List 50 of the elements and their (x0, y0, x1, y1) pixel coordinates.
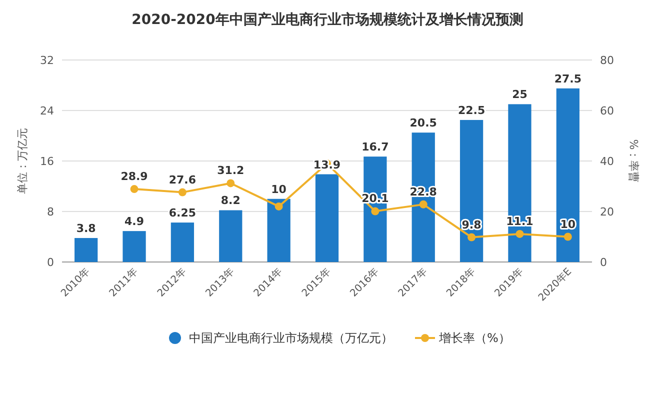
point (516, 230, 524, 238)
point (130, 185, 138, 194)
point (371, 207, 380, 216)
point (226, 179, 235, 188)
y-tick-label: 16 (40, 155, 54, 168)
bar (364, 156, 387, 262)
bar (170, 222, 194, 262)
bar (315, 174, 339, 262)
bar (219, 210, 242, 262)
y-axis-title: 单位：万亿元 (16, 128, 29, 194)
legend-label: 增长率（%） (438, 331, 510, 345)
point (419, 200, 428, 208)
point (178, 188, 186, 196)
y2-tick-label: 0 (600, 256, 607, 269)
data-label: 25 (512, 88, 528, 102)
y2-tick-label: 80 (600, 54, 614, 67)
data-label: 27.5 (554, 72, 582, 86)
data-label: 20.5 (410, 116, 437, 130)
bar (122, 231, 146, 262)
bar (412, 132, 435, 262)
data-label: 22.5 (458, 104, 486, 117)
y2-tick-label: 40 (600, 155, 614, 168)
data-label: 3.8 (76, 222, 96, 236)
point (468, 233, 476, 242)
data-label: 16.7 (362, 140, 389, 154)
bar (74, 238, 98, 262)
y2-axis-title: %：率曹 (627, 139, 640, 183)
y-tick-label: 24 (40, 104, 54, 118)
data-label: 27.6 (168, 173, 196, 186)
y2-tick-label: 20 (600, 206, 614, 218)
y-tick-label: 0 (47, 256, 54, 269)
point (564, 232, 572, 241)
data-label: 10 (560, 218, 576, 231)
bar (508, 104, 532, 262)
legend-label: 中国产业电商行业市场规模（万亿元） (189, 331, 393, 345)
data-label: 4.9 (124, 215, 144, 228)
point (274, 202, 283, 210)
bar (556, 88, 580, 262)
data-label: 28.9 (120, 170, 148, 184)
y-tick-label: 32 (40, 54, 54, 67)
bar (460, 120, 484, 262)
data-label: 8.2 (220, 194, 240, 208)
chart-title: 2020-2020年中国产业电商行业市场规模统计及增长情况预测 (132, 11, 524, 28)
y2-tick-label: 60 (600, 104, 614, 118)
bar (267, 198, 290, 262)
data-label: 6.25 (168, 206, 196, 220)
data-label: 10 (271, 182, 287, 196)
data-label: 31.2 (217, 164, 244, 178)
y-tick-label: 8 (47, 206, 54, 218)
data-label: 9.8 (462, 218, 482, 232)
